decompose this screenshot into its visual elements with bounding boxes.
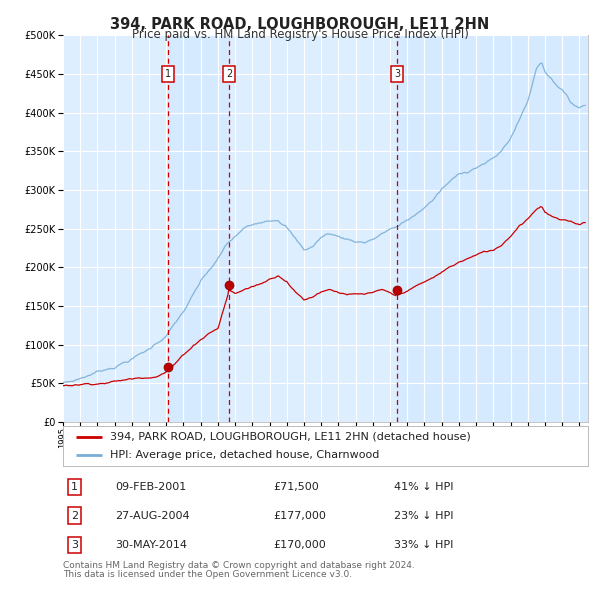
Text: 23% ↓ HPI: 23% ↓ HPI bbox=[394, 510, 453, 520]
Text: 394, PARK ROAD, LOUGHBOROUGH, LE11 2HN: 394, PARK ROAD, LOUGHBOROUGH, LE11 2HN bbox=[110, 17, 490, 31]
Text: £177,000: £177,000 bbox=[273, 510, 326, 520]
Text: 2: 2 bbox=[226, 69, 232, 79]
Text: Contains HM Land Registry data © Crown copyright and database right 2024.: Contains HM Land Registry data © Crown c… bbox=[63, 560, 415, 569]
Text: 09-FEB-2001: 09-FEB-2001 bbox=[115, 483, 187, 492]
Text: 3: 3 bbox=[71, 540, 78, 550]
Text: 2: 2 bbox=[71, 510, 78, 520]
Text: 27-AUG-2004: 27-AUG-2004 bbox=[115, 510, 190, 520]
Text: HPI: Average price, detached house, Charnwood: HPI: Average price, detached house, Char… bbox=[110, 450, 380, 460]
Bar bbox=[397, 35, 588, 422]
Text: 41% ↓ HPI: 41% ↓ HPI bbox=[394, 483, 453, 492]
Text: This data is licensed under the Open Government Licence v3.0.: This data is licensed under the Open Gov… bbox=[63, 570, 352, 579]
Text: 30-MAY-2014: 30-MAY-2014 bbox=[115, 540, 187, 550]
Text: £170,000: £170,000 bbox=[273, 540, 326, 550]
Text: 1: 1 bbox=[71, 483, 78, 492]
Text: 3: 3 bbox=[394, 69, 400, 79]
Bar bbox=[168, 35, 229, 422]
Text: 394, PARK ROAD, LOUGHBOROUGH, LE11 2HN (detached house): 394, PARK ROAD, LOUGHBOROUGH, LE11 2HN (… bbox=[110, 432, 471, 442]
Text: £71,500: £71,500 bbox=[273, 483, 319, 492]
Text: 1: 1 bbox=[165, 69, 171, 79]
Text: 33% ↓ HPI: 33% ↓ HPI bbox=[394, 540, 453, 550]
Text: Price paid vs. HM Land Registry's House Price Index (HPI): Price paid vs. HM Land Registry's House … bbox=[131, 28, 469, 41]
